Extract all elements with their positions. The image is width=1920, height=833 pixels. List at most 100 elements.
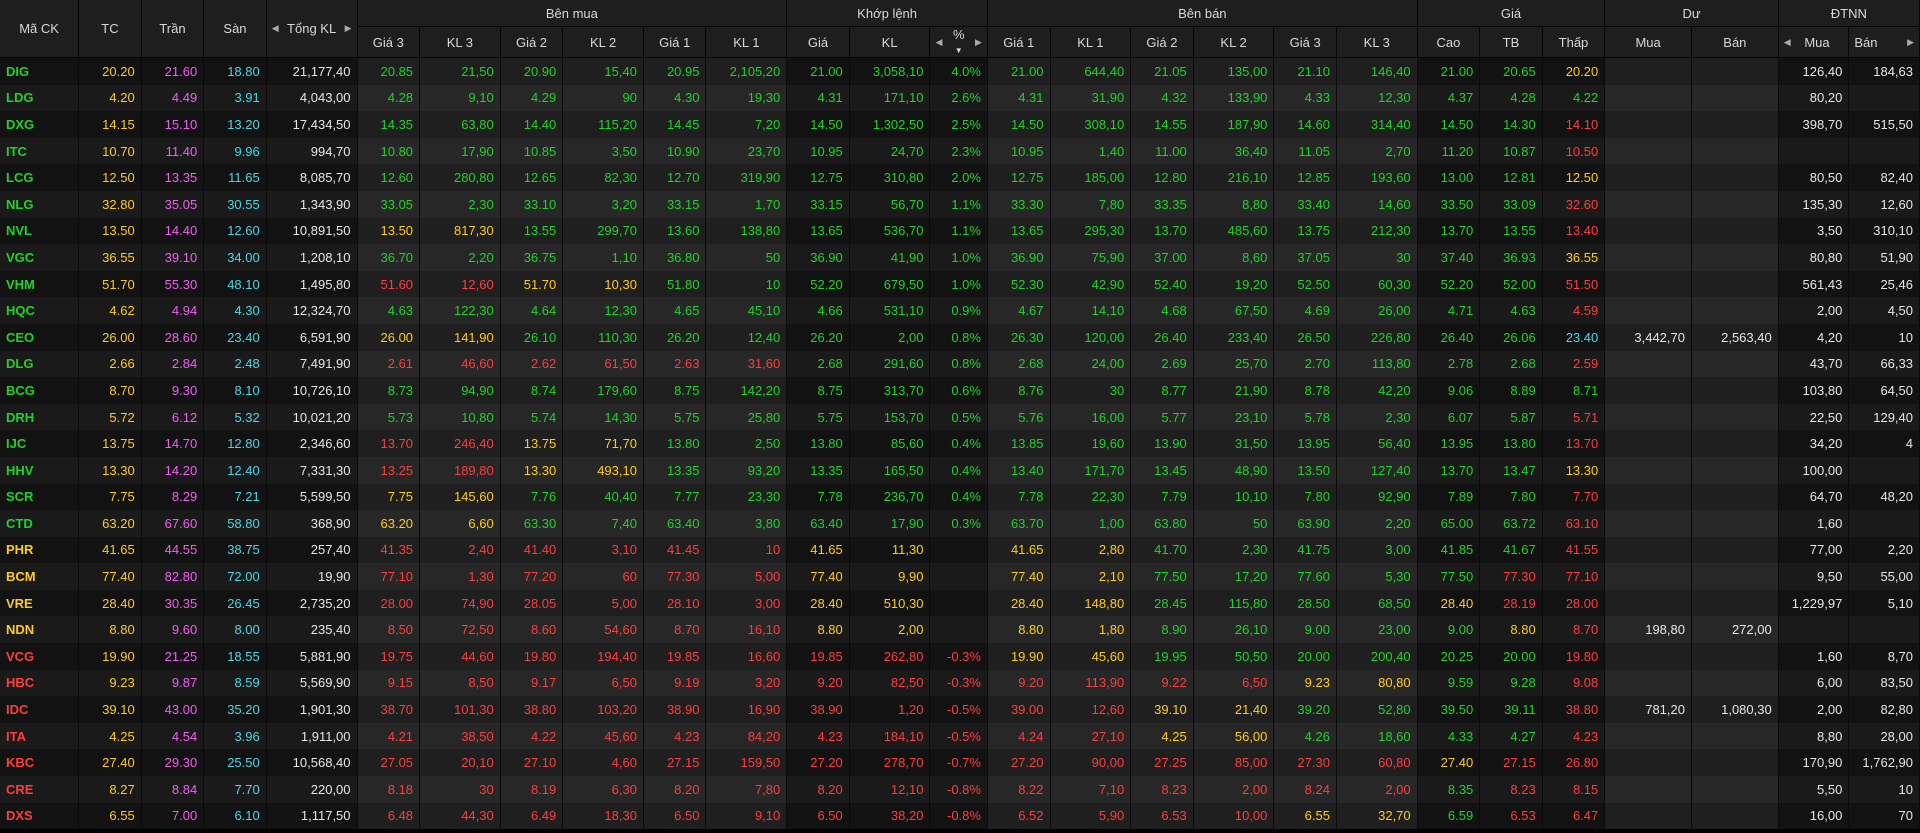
cell-symbol[interactable]: CTD xyxy=(0,510,80,537)
col-header-remain-sell[interactable]: Bán xyxy=(1691,26,1779,58)
cell-avg-price: 8.23 xyxy=(1479,776,1543,803)
cell-symbol[interactable]: VCG xyxy=(0,643,80,670)
cell-symbol[interactable]: VHM xyxy=(0,270,80,298)
col-header-sell-price1[interactable]: Giá 1 xyxy=(987,26,1051,58)
col-header-match-vol[interactable]: KL xyxy=(849,26,931,58)
col-header-sell-price3[interactable]: Giá 3 xyxy=(1273,26,1337,58)
cell-symbol[interactable]: BCG xyxy=(0,377,80,404)
cell-symbol[interactable]: CRE xyxy=(0,776,80,803)
cell-symbol[interactable]: CEO xyxy=(0,323,80,351)
col-header-floor[interactable]: Sàn xyxy=(203,0,267,58)
cell-symbol[interactable]: HBC xyxy=(0,669,80,697)
col-header-symbol[interactable]: Mã CK xyxy=(0,0,80,58)
table-row[interactable]: VCG 19.90 21.25 18.55 5,881,90 19.75 44,60 19.8… xyxy=(0,643,1920,670)
table-row[interactable]: CTD 63.20 67.60 58.80 368,90 63.20 6,60 63.30 7,… xyxy=(0,510,1920,537)
cell-sell-vol2: 31,50 xyxy=(1193,430,1275,457)
table-row[interactable]: ITC 10.70 11.40 9.96 994,70 10.80 17,90 10.85 3,… xyxy=(0,137,1920,165)
cell-symbol[interactable]: LDG xyxy=(0,84,80,112)
cell-remain-sell xyxy=(1691,563,1779,590)
cell-symbol[interactable]: DIG xyxy=(0,57,80,85)
col-header-buy-vol3[interactable]: KL 3 xyxy=(419,26,501,58)
cell-symbol[interactable]: HHV xyxy=(0,456,80,484)
table-row[interactable]: DLG 2.66 2.84 2.48 7,491,90 2.61 46,60 2.62 61,5… xyxy=(0,350,1920,378)
col-header-total-volume[interactable]: ◀ Tổng KL ▶ xyxy=(266,0,358,58)
table-row[interactable]: VGC 36.55 39.10 34.00 1,208,10 36.70 2,20 36.75… xyxy=(0,244,1920,271)
col-header-sell-vol3[interactable]: KL 3 xyxy=(1336,26,1418,58)
cell-symbol[interactable]: BCM xyxy=(0,563,80,590)
table-row[interactable]: BCM 77.40 82.80 72.00 19,90 77.10 1,30 77.20 60 7… xyxy=(0,563,1920,590)
table-row[interactable]: DXG 14.15 15.10 13.20 17,434,50 14.35 63,80 14.… xyxy=(0,111,1920,138)
cell-symbol[interactable]: KBC xyxy=(0,749,80,777)
scroll-right-icon[interactable]: ▶ xyxy=(1907,36,1914,47)
cell-symbol[interactable]: DXS xyxy=(0,802,80,830)
col-header-sell-vol1[interactable]: KL 1 xyxy=(1050,26,1132,58)
cell-symbol[interactable]: DRH xyxy=(0,403,80,431)
table-row[interactable]: PHR 41.65 44.55 38.75 257,40 41.35 2,40 41.40 3,… xyxy=(0,536,1920,564)
col-header-match-pct[interactable]: ◀ % ▼ ▶ xyxy=(929,26,988,58)
col-header-remain-buy[interactable]: Mua xyxy=(1604,26,1692,58)
table-row[interactable]: HHV 13.30 14.20 12.40 7,331,30 13.25 189,80 13.… xyxy=(0,456,1920,484)
col-header-buy-vol2[interactable]: KL 2 xyxy=(562,26,644,58)
cell-symbol[interactable]: IDC xyxy=(0,696,80,723)
cell-buy-vol2: 12,30 xyxy=(562,297,644,324)
table-row[interactable]: NVL 13.50 14.40 12.60 10,891,50 13.50 817,30 13… xyxy=(0,217,1920,245)
table-row[interactable]: DXS 6.55 7.00 6.10 1,117,50 6.48 44,30 6.49 18,3… xyxy=(0,802,1920,830)
cell-symbol[interactable]: LCG xyxy=(0,164,80,191)
col-header-sell-price2[interactable]: Giá 2 xyxy=(1130,26,1194,58)
table-row[interactable]: NLG 32.80 35.05 30.55 1,343,90 33.05 2,30 33.10… xyxy=(0,190,1920,218)
col-header-buy-price3[interactable]: Giá 3 xyxy=(357,26,421,58)
col-header-foreign-buy[interactable]: ◀ Mua xyxy=(1778,26,1850,58)
cell-symbol[interactable]: NVL xyxy=(0,217,80,245)
col-header-buy-vol1[interactable]: KL 1 xyxy=(705,26,788,58)
cell-low-price: 28.00 xyxy=(1542,589,1606,617)
cell-match-vol: 679,50 xyxy=(849,270,931,298)
col-header-ceil[interactable]: Trần xyxy=(141,0,205,58)
table-row[interactable]: CRE 8.27 8.84 7.70 220,00 8.18 30 8.19 6,30 8.20 7… xyxy=(0,776,1920,803)
table-row[interactable]: LCG 12.50 13.35 11.65 8,085,70 12.60 280,80 12.… xyxy=(0,164,1920,191)
scroll-right-icon[interactable]: ▶ xyxy=(344,23,352,33)
col-header-sell-vol2[interactable]: KL 2 xyxy=(1193,26,1275,58)
cell-symbol[interactable]: IJC xyxy=(0,430,80,457)
table-row[interactable]: HQC 4.62 4.94 4.30 12,324,70 4.63 122,30 4.64 12… xyxy=(0,297,1920,324)
table-row[interactable]: CEO 26.00 28.60 23.40 6,591,90 26.00 141,90 26.… xyxy=(0,323,1920,351)
table-row[interactable]: DRH 5.72 6.12 5.32 10,021,20 5.73 10,80 5.74 14,… xyxy=(0,403,1920,431)
col-header-buy-price2[interactable]: Giá 2 xyxy=(500,26,564,58)
cell-symbol[interactable]: PHR xyxy=(0,536,80,564)
col-header-avg[interactable]: TB xyxy=(1479,26,1543,58)
table-row[interactable]: DIG 20.20 21.60 18.80 21,177,40 20.85 21,50 20.… xyxy=(0,57,1920,85)
cell-symbol[interactable]: ITC xyxy=(0,137,80,165)
table-row[interactable]: VRE 28.40 30.35 26.45 2,735,20 28.00 74,90 28.0… xyxy=(0,589,1920,617)
cell-symbol[interactable]: HQC xyxy=(0,297,80,324)
cell-symbol[interactable]: DXG xyxy=(0,111,80,138)
col-header-ref[interactable]: TC xyxy=(78,0,142,58)
table-row[interactable]: BCG 8.70 9.30 8.10 10,726,10 8.73 94,90 8.74 179… xyxy=(0,377,1920,404)
table-row[interactable]: IDC 39.10 43.00 35.20 1,901,30 38.70 101,30 38.… xyxy=(0,696,1920,723)
col-header-high[interactable]: Cao xyxy=(1417,26,1481,58)
table-row[interactable]: ITA 4.25 4.54 3.96 1,911,00 4.21 38,50 4.22 45,6… xyxy=(0,722,1920,750)
cell-symbol[interactable]: VRE xyxy=(0,589,80,617)
cell-symbol[interactable]: SCR xyxy=(0,483,80,511)
table-row[interactable]: KBC 27.40 29.30 25.50 10,568,40 27.05 20,10 27.… xyxy=(0,749,1920,777)
table-row[interactable]: HBC 9.23 9.87 8.59 5,569,90 9.15 8,50 9.17 6,50 9… xyxy=(0,669,1920,697)
table-row[interactable]: NDN 8.80 9.60 8.00 235,40 8.50 72,50 8.60 54,60 8… xyxy=(0,616,1920,644)
table-row[interactable]: IJC 13.75 14.70 12.80 2,346,60 13.70 246,40 13.… xyxy=(0,430,1920,457)
table-row[interactable]: LDG 4.20 4.49 3.91 4,043,00 4.28 9,10 4.29 90 4.3… xyxy=(0,84,1920,112)
cell-symbol[interactable]: NDN xyxy=(0,616,80,644)
scroll-right-icon[interactable]: ▶ xyxy=(975,36,982,47)
cell-sell-vol2: 23,10 xyxy=(1193,403,1275,431)
sort-desc-icon[interactable]: ▼ xyxy=(954,45,963,55)
col-header-buy-price1[interactable]: Giá 1 xyxy=(643,26,707,58)
col-header-foreign-sell[interactable]: Bán ▶ xyxy=(1848,26,1920,58)
scroll-left-icon[interactable]: ◀ xyxy=(271,23,279,33)
col-header-low[interactable]: Thấp xyxy=(1542,26,1606,58)
table-row[interactable]: SCR 7.75 8.29 7.21 5,599,50 7.75 145,60 7.76 40,… xyxy=(0,483,1920,511)
scroll-left-icon[interactable]: ◀ xyxy=(935,36,943,47)
cell-symbol[interactable]: ITA xyxy=(0,722,80,750)
cell-symbol[interactable]: VGC xyxy=(0,244,80,271)
cell-ceil-price: 21.60 xyxy=(141,57,205,85)
cell-symbol[interactable]: NLG xyxy=(0,190,80,218)
table-row[interactable]: VHM 51.70 55.30 48.10 1,495,80 51.60 12,60 51.7… xyxy=(0,270,1920,298)
col-header-match-price[interactable]: Giá xyxy=(786,26,850,58)
scroll-left-icon[interactable]: ◀ xyxy=(1783,36,1791,47)
cell-symbol[interactable]: DLG xyxy=(0,350,80,378)
